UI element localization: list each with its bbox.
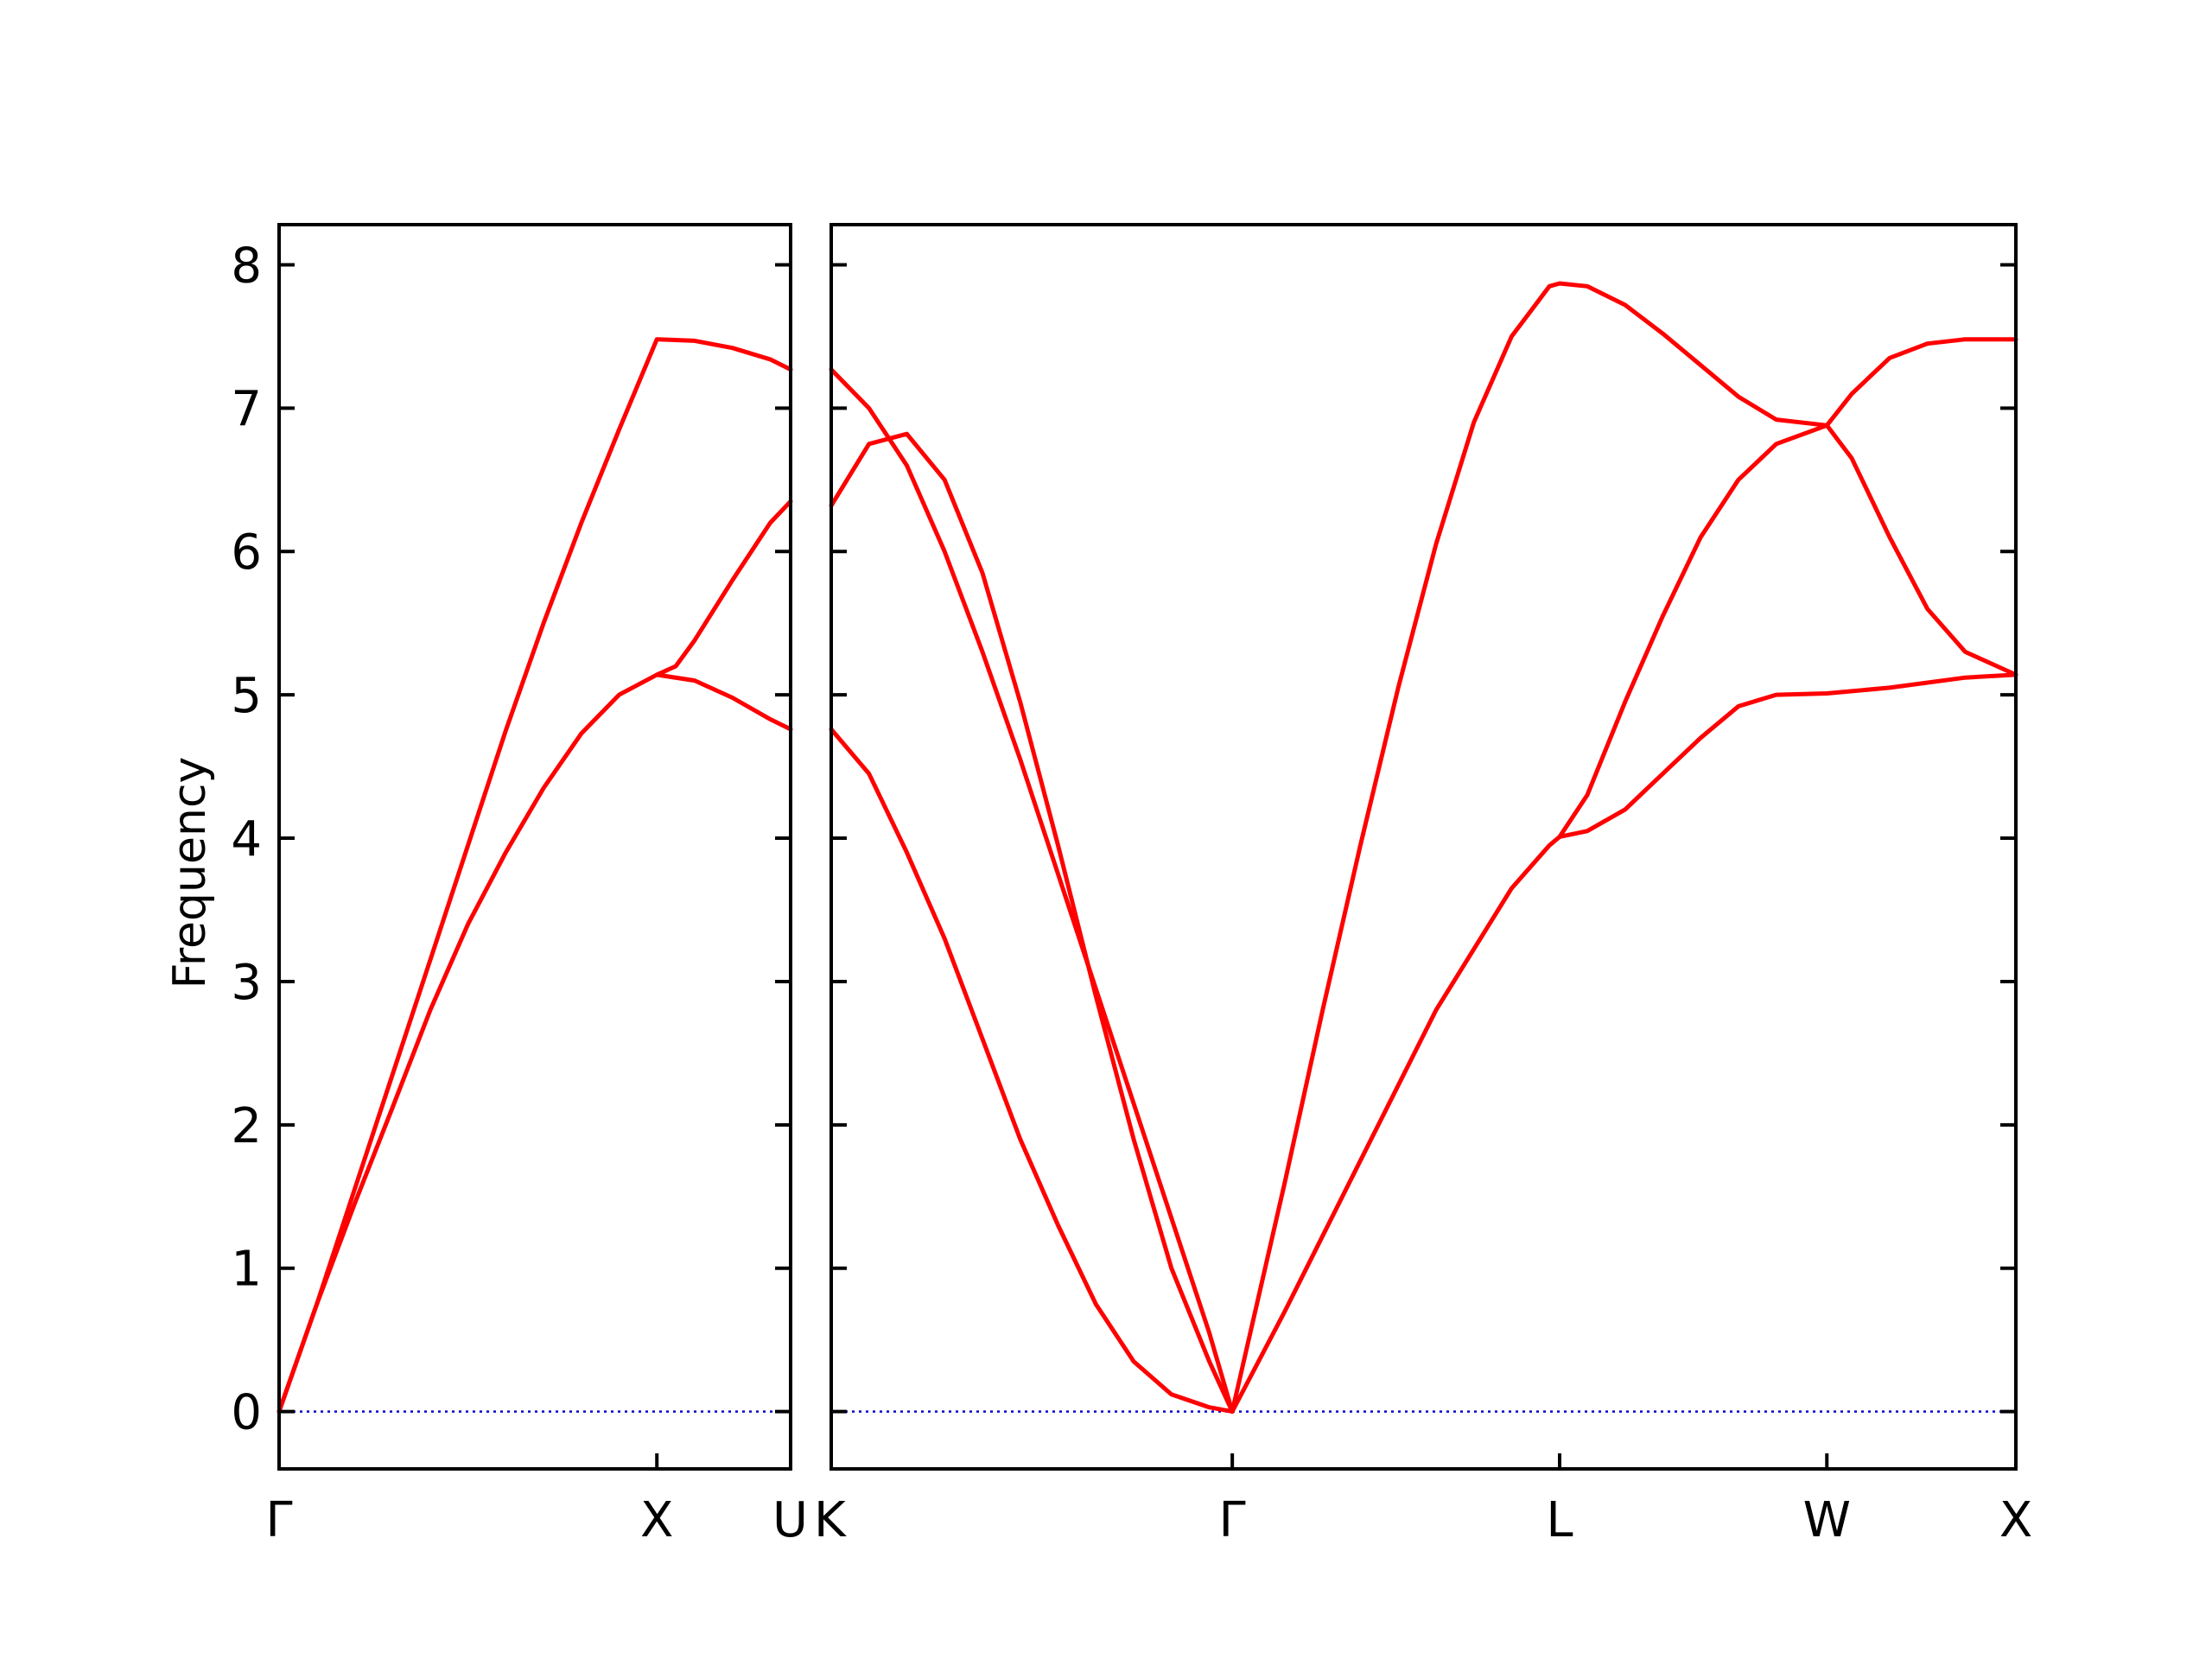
band-line [829,367,1235,1414]
band-line [1230,672,2018,1414]
x-tick-label: X [1999,1492,2032,1548]
y-tick-label: 8 [231,238,262,294]
y-tick-label: 5 [231,668,262,724]
y-tick-label: 1 [231,1242,262,1298]
band-line [276,499,793,1414]
plot-frame [830,223,2018,1471]
x-tick-label: Γ [1219,1492,1246,1548]
x-tick-label: Γ [265,1492,292,1548]
band-line [654,672,793,732]
band-line [1557,423,2018,839]
band-line [1230,281,2018,1414]
band-line [829,727,1235,1414]
y-tick-label: 6 [231,524,262,581]
y-tick-label: 4 [231,811,262,868]
chart-panels: 0 1 2 3 4 5 6 7 8 Γ X U K Γ L W X [231,223,2032,1548]
x-tick-label: K [814,1492,847,1548]
panel-1: 0 1 2 3 4 5 6 7 8 Γ X U [231,223,808,1548]
y-axis-label: Frequency [164,757,216,989]
x-tick-label: X [640,1492,673,1548]
y-tick-label: 3 [231,955,262,1011]
x-tick-label: L [1546,1492,1573,1548]
y-tick-label: 0 [231,1385,262,1441]
y-tick-label: 7 [231,381,262,437]
plot-frame [277,223,792,1471]
x-tick-label: U [772,1492,808,1548]
y-tick-label: 2 [231,1098,262,1154]
band-line [276,337,793,1414]
band-line [829,431,1235,1414]
x-tick-label: W [1803,1492,1851,1548]
